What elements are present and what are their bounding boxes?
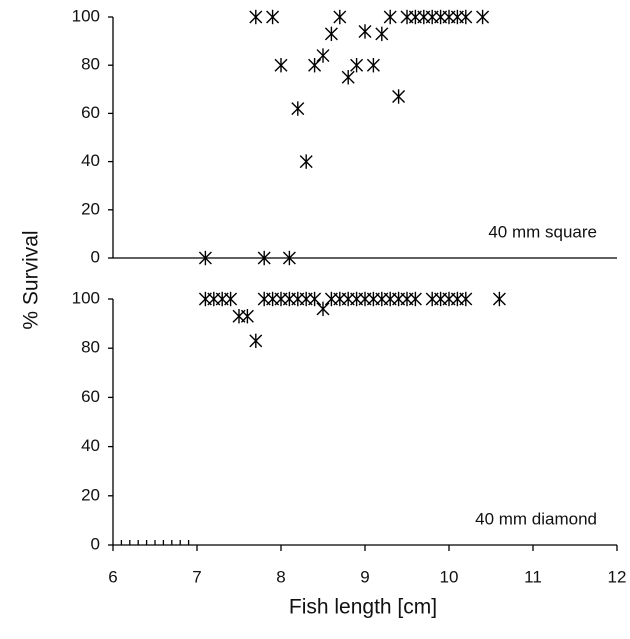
y-tick-label: 100 <box>72 288 100 307</box>
y-tick-label: 40 <box>81 436 100 455</box>
y-tick-label: 60 <box>81 103 100 122</box>
x-axis-label: Fish length [cm] <box>289 596 437 619</box>
marker <box>316 48 330 63</box>
annotation: 40 mm diamond <box>475 509 597 528</box>
marker <box>240 309 254 324</box>
x-tick-label: 8 <box>276 567 285 586</box>
marker <box>266 9 280 25</box>
marker <box>375 26 389 42</box>
y-tick-label: 0 <box>91 247 100 266</box>
marker <box>249 333 263 349</box>
y-tick-label: 100 <box>72 6 100 25</box>
marker <box>459 9 473 25</box>
x-tick-label: 12 <box>608 567 627 586</box>
y-tick-label: 20 <box>81 199 100 218</box>
marker <box>308 58 322 73</box>
marker <box>291 101 305 116</box>
marker <box>341 70 355 85</box>
marker <box>492 291 506 307</box>
marker <box>358 24 372 39</box>
marker <box>366 58 380 73</box>
x-tick-label: 7 <box>192 567 201 586</box>
marker <box>257 250 271 266</box>
x-tick-label: 11 <box>524 567 542 586</box>
marker <box>324 26 338 42</box>
marker <box>316 301 330 317</box>
y-tick-label: 0 <box>91 534 100 553</box>
marker <box>333 9 347 25</box>
annotation: 40 mm square <box>488 222 597 241</box>
y-tick-label: 60 <box>81 387 100 406</box>
marker <box>282 250 296 266</box>
x-tick-label: 10 <box>440 567 459 586</box>
y-tick-label: 80 <box>81 55 100 74</box>
marker <box>459 291 473 307</box>
y-tick-label: 40 <box>81 151 100 170</box>
marker <box>308 291 322 307</box>
marker <box>249 9 263 25</box>
marker <box>224 291 238 307</box>
marker <box>408 291 422 307</box>
marker <box>198 250 212 266</box>
marker <box>383 9 397 25</box>
x-tick-label: 6 <box>108 567 117 586</box>
marker <box>350 58 364 73</box>
marker <box>392 89 406 104</box>
marker <box>299 154 313 169</box>
x-tick-label: 9 <box>360 567 369 586</box>
y-tick-label: 20 <box>81 485 100 504</box>
y-axis-label: % Survival <box>20 230 43 329</box>
marker <box>274 58 288 73</box>
y-tick-label: 80 <box>81 338 100 357</box>
marker <box>476 9 490 25</box>
